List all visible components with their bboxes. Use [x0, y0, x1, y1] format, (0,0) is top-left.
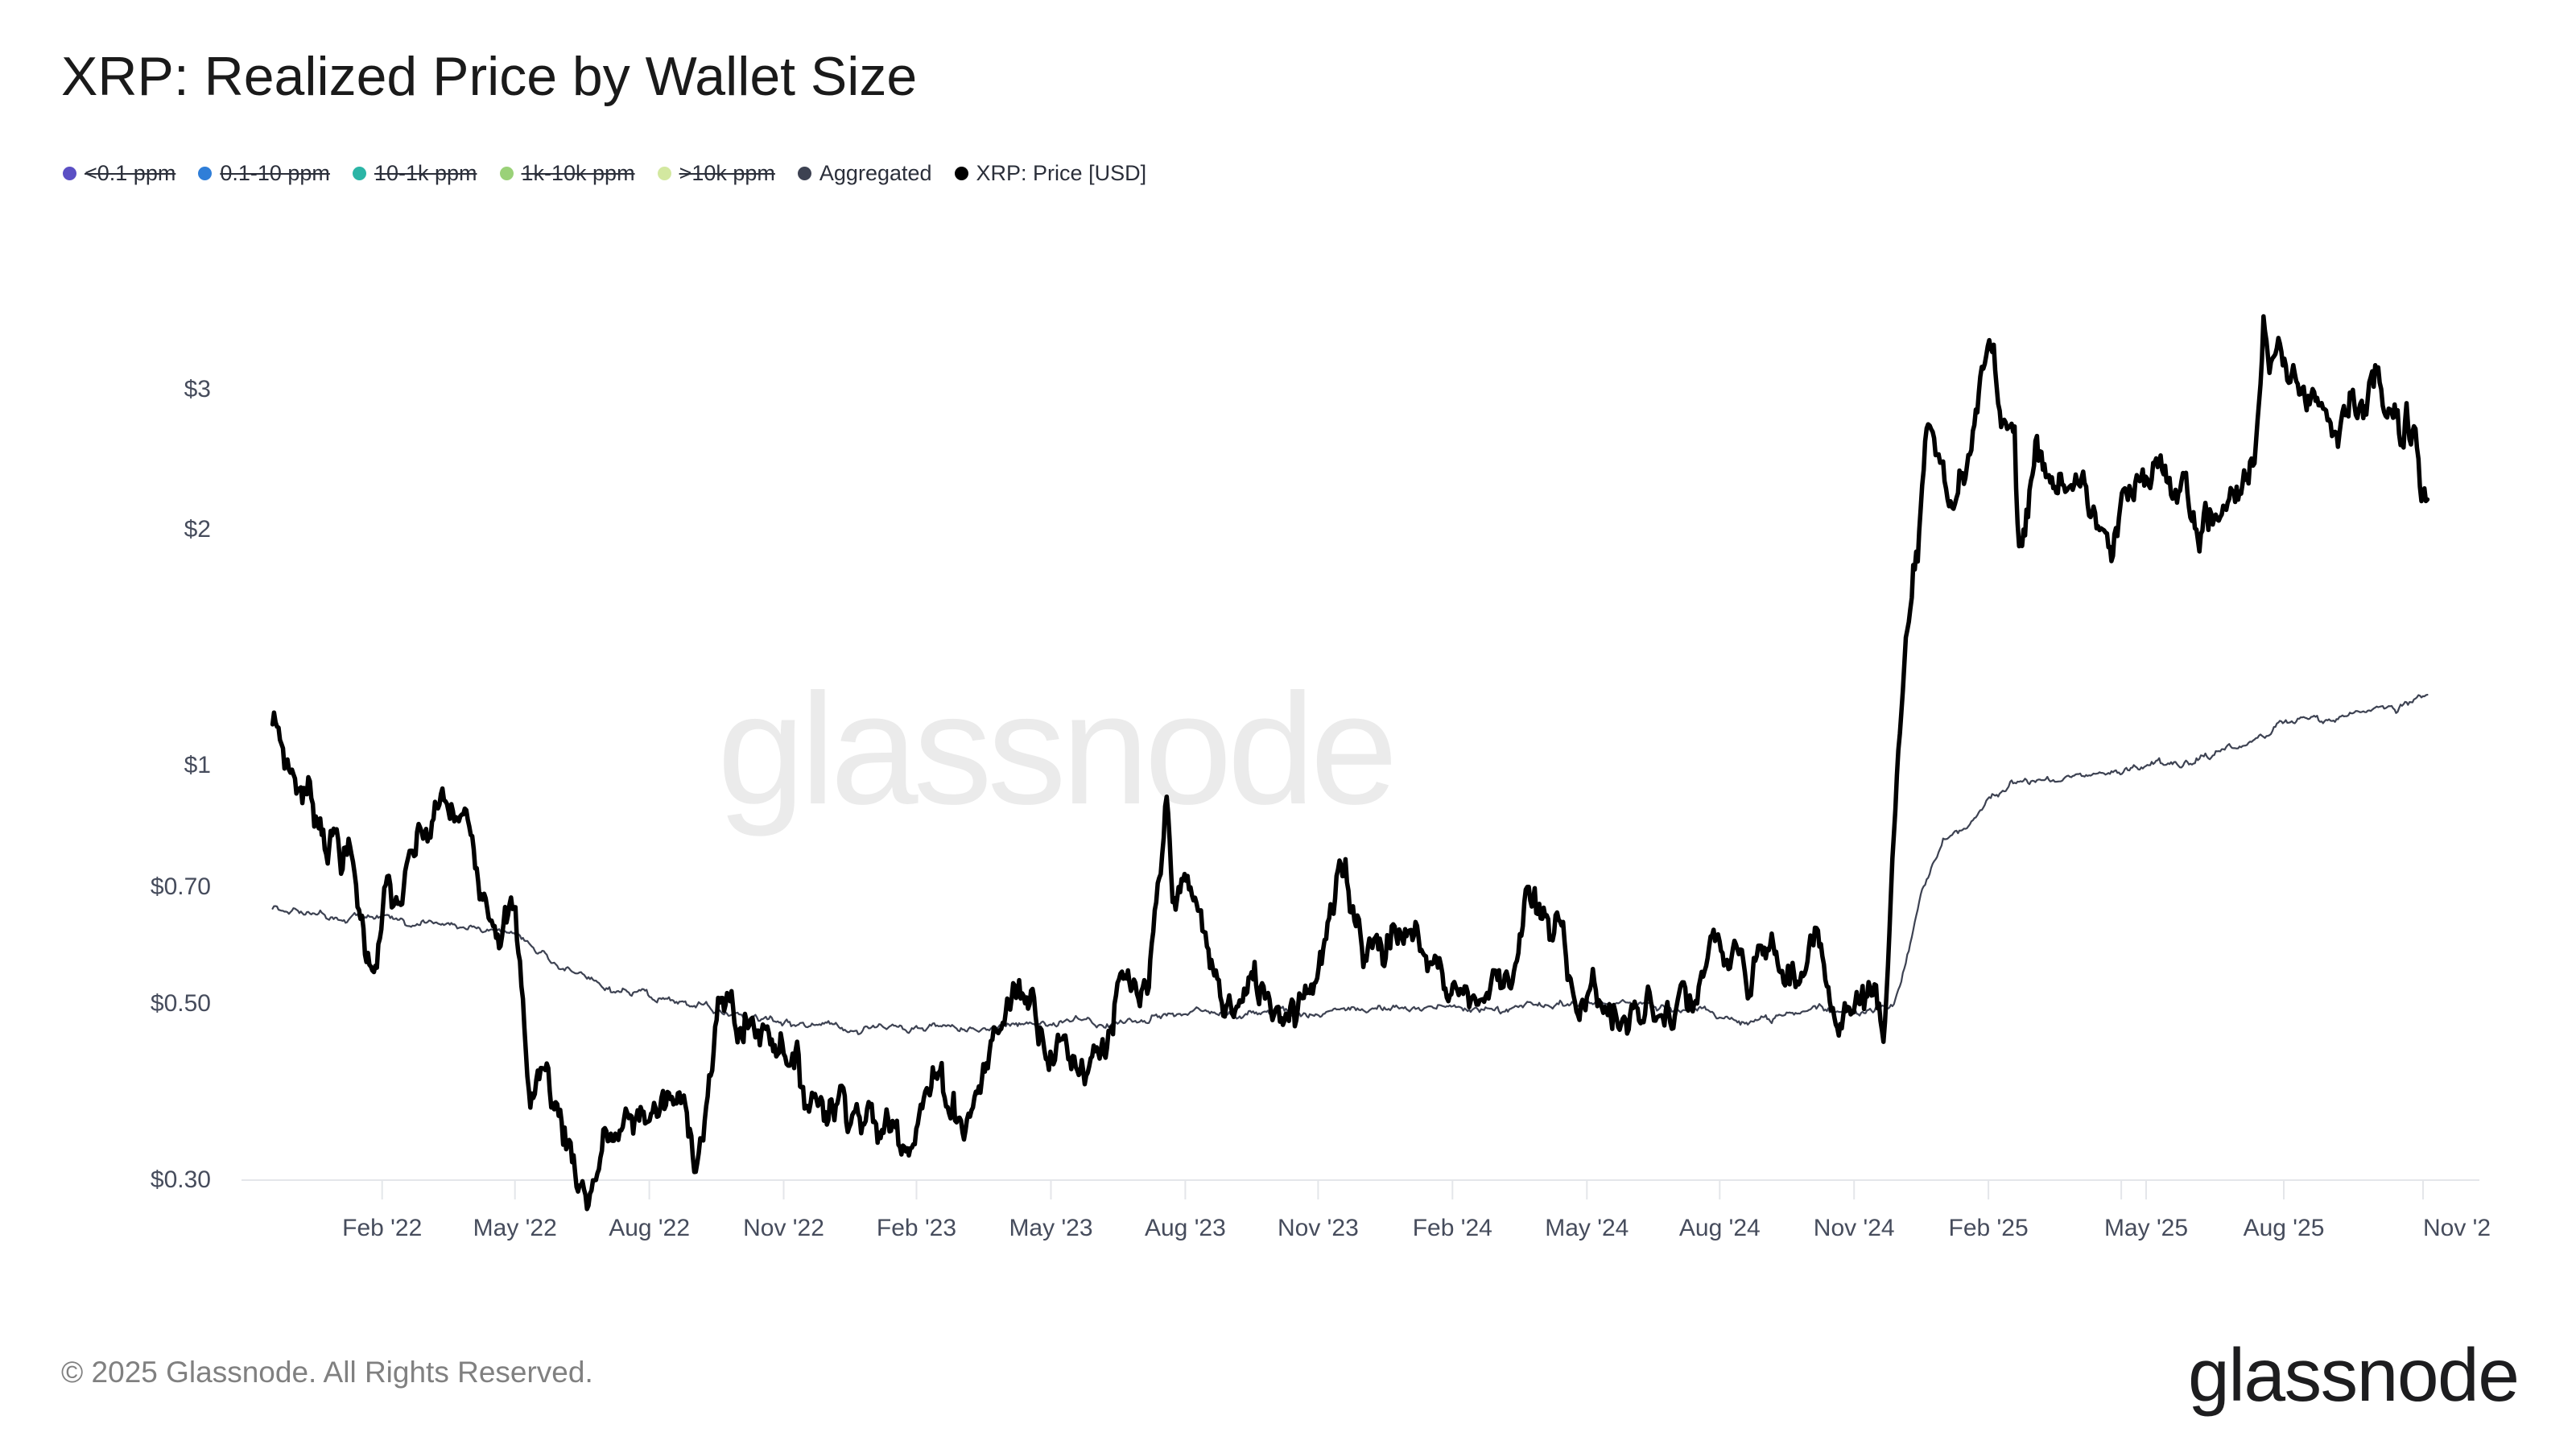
svg-text:$0.70: $0.70 [151, 873, 211, 900]
svg-text:May '25: May '25 [2104, 1215, 2188, 1241]
svg-text:$2: $2 [184, 516, 211, 543]
svg-text:Nov '24: Nov '24 [1814, 1215, 1895, 1241]
svg-text:Nov '2: Nov '2 [2423, 1215, 2491, 1241]
svg-text:Aug '23: Aug '23 [1145, 1215, 1226, 1241]
svg-text:Feb '25: Feb '25 [1949, 1215, 2029, 1241]
svg-text:Aug '24: Aug '24 [1679, 1215, 1761, 1241]
svg-text:$0.50: $0.50 [151, 990, 211, 1017]
svg-text:Feb '23: Feb '23 [877, 1215, 956, 1241]
svg-text:$0.30: $0.30 [151, 1166, 211, 1193]
svg-text:Feb '24: Feb '24 [1413, 1215, 1492, 1241]
svg-text:Aug '25: Aug '25 [2244, 1215, 2325, 1241]
svg-text:Nov '23: Nov '23 [1278, 1215, 1359, 1241]
svg-text:May '24: May '24 [1545, 1215, 1629, 1241]
svg-text:Nov '22: Nov '22 [743, 1215, 824, 1241]
svg-text:Aug '22: Aug '22 [609, 1215, 690, 1241]
svg-text:May '23: May '23 [1009, 1215, 1092, 1241]
svg-text:$3: $3 [184, 376, 211, 402]
svg-text:$1: $1 [184, 752, 211, 778]
svg-text:Feb '22: Feb '22 [342, 1215, 422, 1241]
svg-text:May '22: May '22 [473, 1215, 557, 1241]
